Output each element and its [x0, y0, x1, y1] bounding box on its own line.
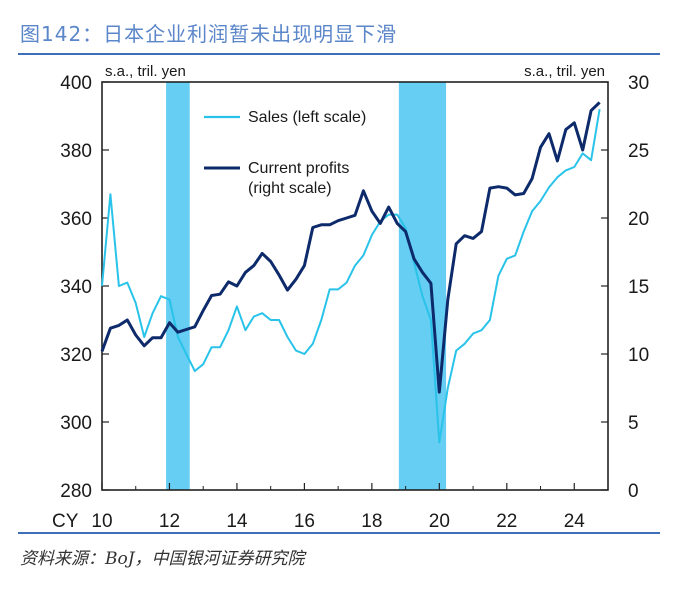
source-divider [18, 532, 660, 534]
y-right-tick-label: 30 [628, 73, 649, 94]
chart-svg: 280 300 320 340 360 380 400 0 5 10 15 20 25 30 10 12 14 1… [52, 63, 649, 532]
sales-line [101, 109, 601, 444]
x-tick-label: 22 [496, 511, 517, 532]
y-right-tick-label: 15 [628, 277, 649, 298]
x-tick-label: 16 [294, 511, 315, 532]
y-left-tick-label: 400 [60, 73, 92, 94]
recession-shades [166, 82, 447, 490]
x-tick-label: 12 [159, 511, 180, 532]
y-right-tick-label: 5 [628, 413, 639, 434]
series-lines [100, 101, 601, 444]
legend-profits-label-line2: (right scale) [248, 180, 332, 197]
axis-labels: 280 300 320 340 360 380 400 0 5 10 15 20 25 30 10 12 14 1… [60, 73, 649, 532]
profits-line [100, 101, 601, 394]
figure-title: 图142：日本企业利润暂未出现明显下滑 [20, 22, 398, 46]
y-left-tick-label: 320 [60, 345, 92, 366]
source-note: 资料来源：BoJ，中国银河证券研究院 [20, 549, 305, 569]
y-right-tick-label: 10 [628, 345, 649, 366]
legend-sales-label: Sales (left scale) [248, 109, 366, 126]
y-right-tick-label: 25 [628, 141, 649, 162]
legend: Sales (left scale) Current profits (righ… [204, 109, 366, 197]
y-right-tick-label: 0 [628, 481, 639, 502]
x-axis-prefix: CY [52, 511, 79, 532]
x-tick-label: 24 [564, 511, 586, 532]
x-tick-label: 20 [429, 511, 450, 532]
y-left-tick-label: 360 [60, 209, 92, 230]
legend-profits-label-line1: Current profits [248, 160, 349, 177]
shaded-period-0 [166, 82, 190, 490]
right-unit-label: s.a., tril. yen [524, 63, 605, 80]
y-left-tick-label: 380 [60, 141, 92, 162]
y-left-tick-label: 340 [60, 277, 92, 298]
left-unit-label: s.a., tril. yen [105, 63, 186, 80]
x-tick-label: 14 [226, 511, 248, 532]
y-left-tick-label: 280 [60, 481, 92, 502]
x-tick-label: 18 [361, 511, 382, 532]
x-tick-label: 10 [91, 511, 112, 532]
y-left-tick-label: 300 [60, 413, 92, 434]
y-right-tick-label: 20 [628, 209, 649, 230]
title-divider [18, 53, 660, 55]
